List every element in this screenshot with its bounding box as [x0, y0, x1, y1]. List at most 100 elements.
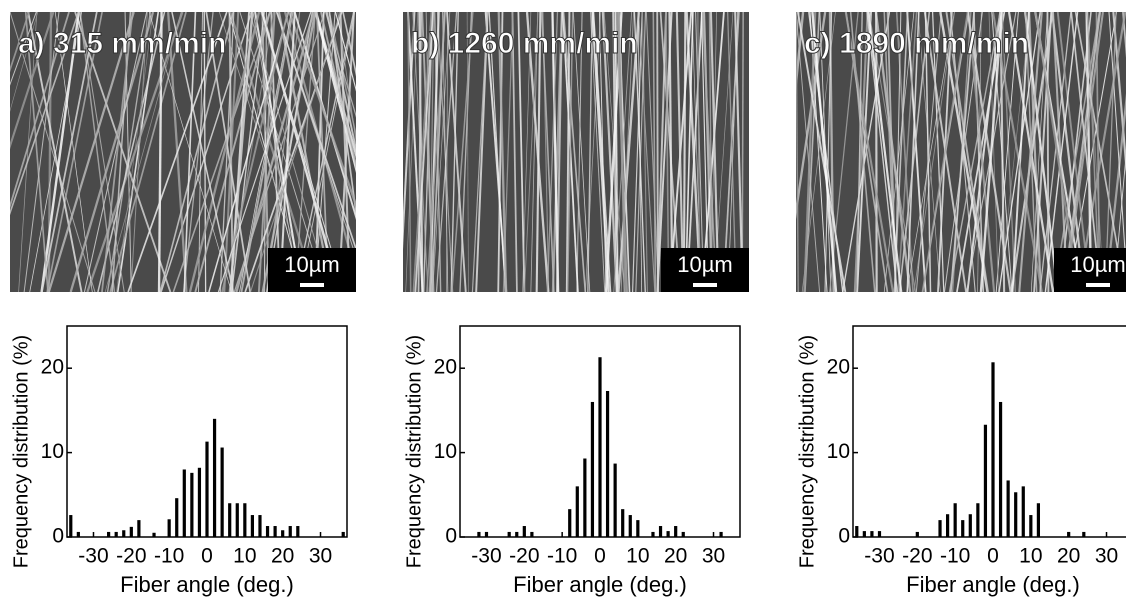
- bar: [484, 531, 489, 537]
- fiber: [796, 12, 805, 96]
- scale-bar: [1086, 283, 1110, 287]
- bar: [991, 362, 995, 537]
- image-label: c) 1890 mm/min: [804, 27, 1029, 60]
- image-label: a) 315 mm/min: [18, 27, 226, 60]
- fiber: [40, 12, 98, 292]
- fiber: [451, 12, 474, 292]
- fiber: [1056, 12, 1092, 292]
- fiber: [1077, 12, 1126, 292]
- fiber: [796, 12, 799, 292]
- x-tick-label: -10: [154, 545, 184, 568]
- fiber: [617, 12, 641, 292]
- fiber: [1104, 93, 1126, 292]
- fiber: [906, 12, 927, 292]
- scale-label: 10µm: [1070, 252, 1125, 277]
- fiber: [1067, 12, 1118, 292]
- x-axis-label: Fiber angle (deg.): [120, 572, 294, 597]
- fiber: [811, 12, 838, 292]
- bar: [114, 531, 118, 537]
- fiber: [1051, 12, 1086, 292]
- fiber: [875, 12, 878, 292]
- fiber: [988, 12, 999, 292]
- fiber: [620, 12, 635, 292]
- bar: [296, 526, 300, 537]
- fiber: [572, 12, 591, 292]
- bar: [915, 531, 919, 537]
- y-axis-label: Frequency distribution (%): [796, 335, 818, 568]
- fiber: [205, 12, 252, 292]
- bar: [1021, 486, 1025, 537]
- fiber: [517, 12, 526, 292]
- fiber: [1113, 151, 1126, 292]
- fiber: [685, 12, 703, 292]
- fiber: [656, 12, 668, 292]
- bar: [265, 526, 270, 537]
- fiber: [1018, 12, 1043, 292]
- fiber: [1024, 12, 1059, 292]
- fiber: [46, 12, 103, 292]
- fiber: [223, 12, 240, 292]
- fiber: [228, 12, 304, 292]
- x-tick-label: -20: [116, 545, 146, 568]
- y-tick-label: 20: [827, 356, 850, 379]
- fiber: [116, 12, 154, 292]
- panel: a) 315 mm/min 10µm 0 10 20 -30 -20 -10 0 10 20 30 Fi…: [10, 12, 356, 597]
- fiber: [194, 12, 271, 292]
- bar: [621, 509, 625, 537]
- fiber: [682, 12, 687, 292]
- x-tick-label: 30: [1095, 545, 1118, 568]
- fiber: [906, 12, 920, 292]
- fiber: [1095, 12, 1101, 292]
- bar: [129, 526, 133, 537]
- fiber: [10, 12, 80, 216]
- x-tick-label: 10: [233, 545, 256, 568]
- fiber: [853, 12, 869, 292]
- x-tick-label: 0: [201, 545, 213, 568]
- fiber: [10, 12, 30, 73]
- bar: [636, 520, 640, 537]
- fiber: [261, 12, 345, 292]
- bar: [855, 526, 859, 537]
- fiber: [589, 12, 606, 292]
- fiber: [587, 12, 593, 292]
- plot-frame: [852, 325, 1126, 538]
- fiber: [915, 12, 942, 292]
- bar: [341, 531, 345, 537]
- y-tick-label: 0: [52, 525, 64, 548]
- bar: [228, 503, 232, 537]
- fiber: [54, 12, 93, 292]
- fiber: [523, 12, 539, 292]
- fiber: [298, 12, 356, 292]
- bar: [515, 531, 519, 537]
- fiber: [116, 12, 160, 292]
- fiber: [1086, 12, 1105, 292]
- fiber: [430, 12, 446, 292]
- fiber: [948, 12, 1001, 292]
- y-tick-label: 10: [827, 440, 850, 463]
- fiber: [897, 12, 918, 292]
- fiber: [701, 12, 718, 292]
- fiber: [949, 12, 975, 292]
- fiber: [414, 12, 434, 292]
- fiber: [829, 12, 859, 292]
- bar: [69, 515, 73, 537]
- fiber: [127, 12, 228, 292]
- fiber: [421, 12, 435, 292]
- fiber: [157, 12, 163, 292]
- fiber: [407, 12, 412, 292]
- bar: [122, 530, 126, 537]
- fiber: [819, 12, 832, 292]
- fiber: [824, 12, 833, 292]
- bar: [598, 357, 602, 537]
- fiber: [522, 12, 532, 292]
- fiber: [314, 12, 356, 159]
- panel: b) 1260 mm/min 10µm 0 10 20 -30 -20 -10 0 10 20 30 F…: [403, 12, 749, 597]
- fiber: [446, 12, 448, 292]
- fiber: [592, 12, 612, 292]
- fiber: [1046, 12, 1050, 292]
- fiber: [995, 12, 1019, 292]
- bar: [666, 531, 670, 537]
- fiber: [641, 12, 648, 292]
- fiber: [652, 12, 657, 292]
- fiber: [325, 12, 356, 154]
